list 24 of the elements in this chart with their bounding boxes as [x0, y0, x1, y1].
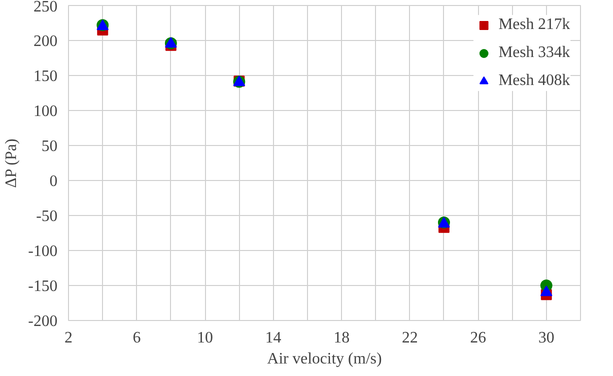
x-tick-label: 14: [265, 330, 282, 346]
y-tick-label: 250: [34, 0, 58, 16]
y-tick-label: 0: [50, 173, 58, 190]
x-tick-label: 10: [197, 330, 214, 346]
y-tick-label: -200: [28, 313, 58, 330]
y-tick-label: 200: [34, 33, 58, 50]
legend-label: Mesh 408k: [498, 72, 570, 90]
x-tick-label: 2: [64, 330, 72, 346]
x-tick-label: 30: [538, 330, 554, 346]
legend-label: Mesh 217k: [498, 16, 570, 34]
x-tick-label: 18: [334, 330, 350, 346]
legend-label: Mesh 334k: [498, 44, 570, 62]
y-axis-title: ΔP (Pa): [3, 138, 20, 188]
y-tick-label: -100: [28, 243, 58, 260]
y-tick-label: -50: [36, 208, 58, 225]
y-tick-label: 150: [34, 68, 58, 85]
y-tick-label: 50: [42, 138, 58, 155]
x-tick-label: 26: [470, 330, 486, 346]
y-tick-label: 100: [34, 103, 58, 120]
point: [540, 286, 552, 296]
x-axis-title: Air velocity (m/s): [267, 350, 382, 368]
x-tick-label: 6: [132, 330, 141, 346]
y-tick-label: -150: [28, 278, 58, 295]
x-tick-label: 22: [402, 330, 418, 346]
